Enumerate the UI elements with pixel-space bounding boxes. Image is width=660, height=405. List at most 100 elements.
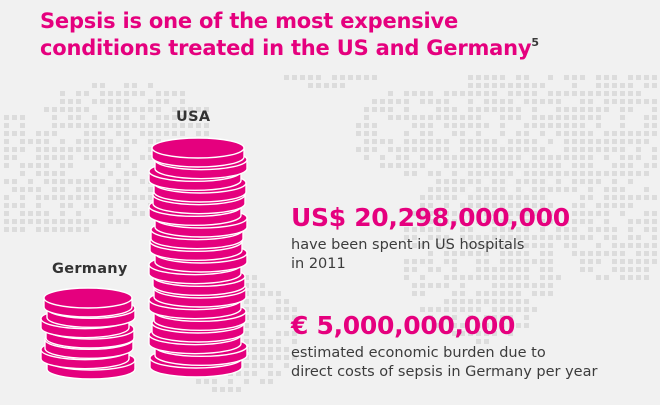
map-dot bbox=[124, 99, 129, 104]
map-dot bbox=[532, 139, 537, 144]
map-dot bbox=[604, 139, 609, 144]
map-dot bbox=[148, 139, 153, 144]
map-dot bbox=[4, 139, 9, 144]
map-dot bbox=[372, 107, 377, 112]
map-dot bbox=[540, 227, 545, 232]
map-dot bbox=[492, 323, 497, 328]
map-dot bbox=[484, 123, 489, 128]
map-dot bbox=[412, 291, 417, 296]
map-dot bbox=[604, 99, 609, 104]
map-dot bbox=[60, 163, 65, 168]
map-dot bbox=[644, 83, 649, 88]
map-dot bbox=[212, 379, 217, 384]
map-dot bbox=[548, 243, 553, 248]
us-cost-description-line-1: have been spent in US hospitals bbox=[291, 237, 525, 253]
map-dot bbox=[76, 211, 81, 216]
map-dot bbox=[76, 123, 81, 128]
map-dot bbox=[60, 91, 65, 96]
map-dot bbox=[572, 211, 577, 216]
map-dot bbox=[452, 195, 457, 200]
map-dot bbox=[516, 107, 521, 112]
map-dot bbox=[444, 259, 449, 264]
map-dot bbox=[628, 155, 633, 160]
map-dot bbox=[84, 187, 89, 192]
map-dot bbox=[548, 155, 553, 160]
map-dot bbox=[468, 307, 473, 312]
map-dot bbox=[68, 227, 73, 232]
map-dot bbox=[532, 155, 537, 160]
map-dot bbox=[276, 371, 281, 376]
map-dot bbox=[588, 235, 593, 240]
map-dot bbox=[148, 123, 153, 128]
map-dot bbox=[628, 139, 633, 144]
map-dot bbox=[500, 163, 505, 168]
map-dot bbox=[468, 235, 473, 240]
map-dot bbox=[76, 227, 81, 232]
map-dot bbox=[484, 299, 489, 304]
map-dot bbox=[572, 163, 577, 168]
map-dot bbox=[620, 275, 625, 280]
map-dot bbox=[500, 291, 505, 296]
map-dot bbox=[500, 283, 505, 288]
map-dot bbox=[652, 83, 657, 88]
map-dot bbox=[156, 115, 161, 120]
map-dot bbox=[492, 83, 497, 88]
map-dot bbox=[484, 219, 489, 224]
map-dot bbox=[68, 219, 73, 224]
map-dot bbox=[516, 139, 521, 144]
map-dot bbox=[548, 123, 553, 128]
map-dot bbox=[644, 211, 649, 216]
map-dot bbox=[588, 195, 593, 200]
map-dot bbox=[436, 227, 441, 232]
map-dot bbox=[124, 131, 129, 136]
map-dot bbox=[116, 91, 121, 96]
map-dot bbox=[572, 203, 577, 208]
map-dot bbox=[124, 91, 129, 96]
map-dot bbox=[572, 243, 577, 248]
map-dot bbox=[460, 227, 465, 232]
map-dot bbox=[428, 139, 433, 144]
map-dot bbox=[508, 139, 513, 144]
map-dot bbox=[260, 307, 265, 312]
map-dot bbox=[284, 315, 289, 320]
map-dot bbox=[444, 155, 449, 160]
map-dot bbox=[460, 115, 465, 120]
map-dot bbox=[564, 227, 569, 232]
map-dot bbox=[124, 83, 129, 88]
map-dot bbox=[12, 187, 17, 192]
map-dot bbox=[476, 171, 481, 176]
map-dot bbox=[524, 243, 529, 248]
map-dot bbox=[460, 147, 465, 152]
map-dot bbox=[636, 267, 641, 272]
map-dot bbox=[516, 163, 521, 168]
map-dot bbox=[476, 291, 481, 296]
map-dot bbox=[428, 251, 433, 256]
map-dot bbox=[108, 155, 113, 160]
map-dot bbox=[612, 131, 617, 136]
map-dot bbox=[116, 187, 121, 192]
map-dot bbox=[268, 379, 273, 384]
map-dot bbox=[428, 131, 433, 136]
map-dot bbox=[580, 235, 585, 240]
map-dot bbox=[628, 75, 633, 80]
map-dot bbox=[540, 171, 545, 176]
map-dot bbox=[412, 163, 417, 168]
map-dot bbox=[212, 387, 217, 392]
map-dot bbox=[148, 155, 153, 160]
map-dot bbox=[244, 283, 249, 288]
map-dot bbox=[4, 131, 9, 136]
map-dot bbox=[292, 339, 297, 344]
map-dot bbox=[604, 219, 609, 224]
map-dot bbox=[84, 227, 89, 232]
map-dot bbox=[404, 235, 409, 240]
map-dot bbox=[564, 155, 569, 160]
map-dot bbox=[516, 323, 521, 328]
map-dot bbox=[580, 163, 585, 168]
map-dot bbox=[588, 91, 593, 96]
map-dot bbox=[148, 131, 153, 136]
map-dot bbox=[356, 147, 361, 152]
map-dot bbox=[588, 179, 593, 184]
map-dot bbox=[92, 219, 97, 224]
map-dot bbox=[412, 147, 417, 152]
map-dot bbox=[476, 299, 481, 304]
